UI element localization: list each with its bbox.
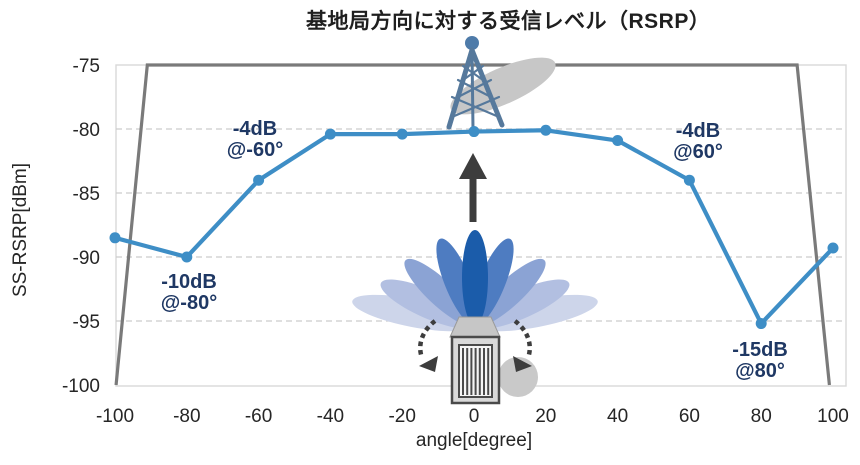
- annotation-line: @80°: [735, 360, 785, 382]
- up-arrow-head: [459, 153, 487, 179]
- beam-lobes-icon: [352, 230, 598, 332]
- device-antenna-stripes: [462, 348, 490, 395]
- rotate-left-dashed-arrow-icon: [417, 319, 438, 372]
- y-tick-label: -90: [73, 248, 100, 269]
- up-arrow-icon: [459, 153, 487, 222]
- annotation-line: -4dB: [232, 118, 278, 140]
- x-tick-label: 80: [751, 406, 772, 427]
- y-axis-label: SS-RSRP[dBm]: [10, 162, 31, 298]
- data-point-marker: [827, 242, 839, 254]
- x-tick-label: -80: [173, 406, 200, 427]
- rotate-left-arrowhead: [419, 356, 438, 372]
- annotation-line: -4dB: [675, 120, 721, 142]
- up-arrow-shaft: [469, 177, 477, 222]
- rotate-left-arc: [417, 319, 437, 359]
- axis-tick-labels: -75 -80 -85 -90 -95 -100 -100 -80 -60 -40 -20 0 20 40…: [62, 56, 849, 427]
- y-tick-label: -80: [73, 120, 100, 141]
- annotation-line: @-60°: [226, 139, 284, 161]
- x-tick-label: 20: [535, 406, 556, 427]
- rotate-right-arc: [513, 319, 533, 359]
- annotation-line: -10dB: [161, 271, 217, 293]
- x-tick-label: -40: [317, 406, 344, 427]
- x-tick-label: -100: [96, 406, 134, 427]
- tower-brace-mid: [456, 78, 493, 99]
- x-axis-label: angle[degree]: [415, 430, 533, 451]
- base-station-tower-icon: [446, 36, 505, 131]
- data-point-marker: [468, 126, 480, 138]
- data-point-marker: [396, 128, 408, 140]
- data-point-marker: [683, 174, 695, 186]
- x-tick-label: -60: [245, 406, 272, 427]
- tower-brace-bottom: [450, 95, 501, 119]
- annotation-line: @60°: [673, 141, 723, 163]
- tower-top-circle: [465, 36, 479, 50]
- data-point-marker: [755, 318, 767, 330]
- x-tick-label: 0: [469, 406, 480, 427]
- tower-brace-top: [461, 64, 485, 82]
- y-tick-label: -85: [73, 184, 100, 205]
- data-point-marker: [612, 135, 624, 147]
- data-point-marker: [253, 174, 265, 186]
- data-point-marker: [540, 124, 552, 136]
- rotate-right-arrowhead: [513, 356, 532, 372]
- annotation-minus10db-at-minus80: -10dB @-80°: [161, 272, 217, 314]
- annotation-minus15db-at-80: -15dB @80°: [732, 340, 788, 382]
- x-tick-label: 40: [607, 406, 628, 427]
- y-tick-label: -75: [73, 56, 100, 77]
- data-point-marker: [109, 232, 121, 244]
- y-tick-label: -95: [73, 312, 100, 333]
- y-tick-label: -100: [62, 376, 100, 397]
- beam-ellipse: [450, 57, 556, 115]
- rotate-right-dashed-arrow-icon: [513, 319, 533, 372]
- chart-title: 基地局方向に対する受信レベル（RSRP）: [306, 10, 711, 33]
- data-point-marker: [324, 128, 336, 140]
- annotation-line: @-80°: [160, 292, 218, 314]
- beam-ellipse-icon: [450, 57, 556, 115]
- antenna-device-icon: [449, 316, 501, 405]
- annotation-line: -15dB: [732, 339, 788, 361]
- x-tick-label: 60: [679, 406, 700, 427]
- tower-left-leg: [446, 47, 475, 130]
- tower-right-leg: [469, 47, 505, 128]
- annotation-minus4db-at-minus60: -4dB @-60°: [227, 119, 283, 161]
- x-tick-label: 100: [817, 406, 849, 427]
- device-cap: [449, 316, 501, 338]
- x-tick-label: -20: [388, 406, 415, 427]
- rsrp-line-series: [109, 124, 839, 330]
- data-point-marker: [181, 251, 193, 263]
- annotation-minus4db-at-60: -4dB @60°: [673, 121, 723, 163]
- beam-lobe: [462, 230, 488, 325]
